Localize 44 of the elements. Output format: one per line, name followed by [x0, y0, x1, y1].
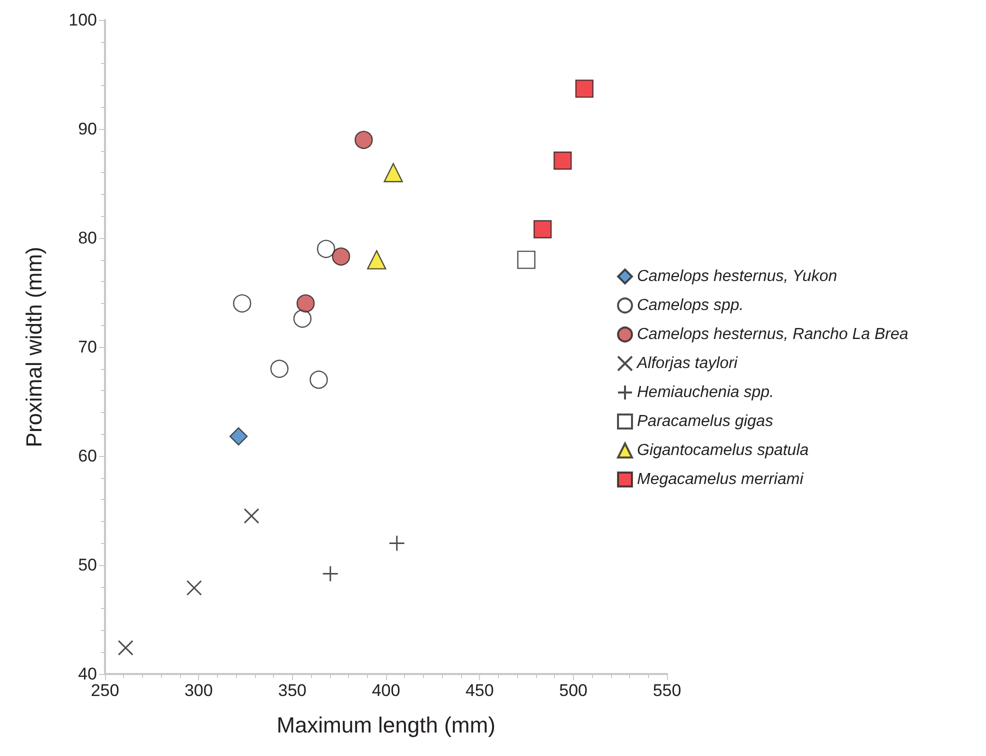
point [322, 565, 339, 582]
x-tick-label: 400 [372, 681, 400, 700]
legend-label: Gigantocamelus spatula [637, 442, 809, 459]
y-tick-label: 90 [78, 120, 97, 138]
point [186, 580, 202, 596]
y-tick-label: 100 [68, 10, 97, 30]
legend-label: Alforjas taylori [636, 355, 738, 372]
point [229, 427, 248, 446]
point [517, 250, 536, 269]
x-tick-label: 350 [278, 681, 307, 700]
x-tick-label: 500 [559, 681, 588, 700]
point [233, 294, 252, 312]
legend-label: Hemiauchenia spp. [637, 384, 774, 401]
legend-label: Megacamelus merriami [637, 471, 804, 488]
legend-label: Camelops hesternus, Rancho La Brea [637, 326, 908, 343]
point [316, 240, 336, 258]
point [354, 130, 373, 149]
point [244, 508, 260, 524]
x-tick-label: 300 [184, 681, 213, 700]
x-tick-label: 550 [652, 681, 682, 700]
point [332, 247, 350, 266]
point [575, 80, 594, 98]
x-tick-label: 250 [90, 681, 120, 700]
y-tick-label: 50 [78, 556, 97, 574]
x-axis-title: Maximum length (mm) [276, 712, 496, 738]
point [534, 220, 552, 238]
y-tick-label: 40 [78, 664, 97, 684]
point [296, 294, 315, 312]
legend-label: Camelops spp. [637, 297, 744, 314]
point [367, 250, 386, 270]
point [554, 152, 572, 170]
x-tick-label: 450 [465, 681, 494, 700]
point [118, 640, 134, 656]
point [384, 163, 403, 182]
y-tick-label: 80 [78, 228, 97, 248]
point [310, 370, 328, 389]
y-tick-label: 70 [78, 338, 97, 356]
point [293, 310, 312, 328]
y-axis-title: Proximal width (mm) [22, 246, 46, 448]
legend-label: Paracamelus gigas [637, 413, 774, 430]
legend-label: Camelops hesternus, Yukon [637, 268, 838, 285]
y-tick-label: 60 [78, 446, 97, 466]
point [270, 360, 289, 378]
point [388, 534, 406, 552]
